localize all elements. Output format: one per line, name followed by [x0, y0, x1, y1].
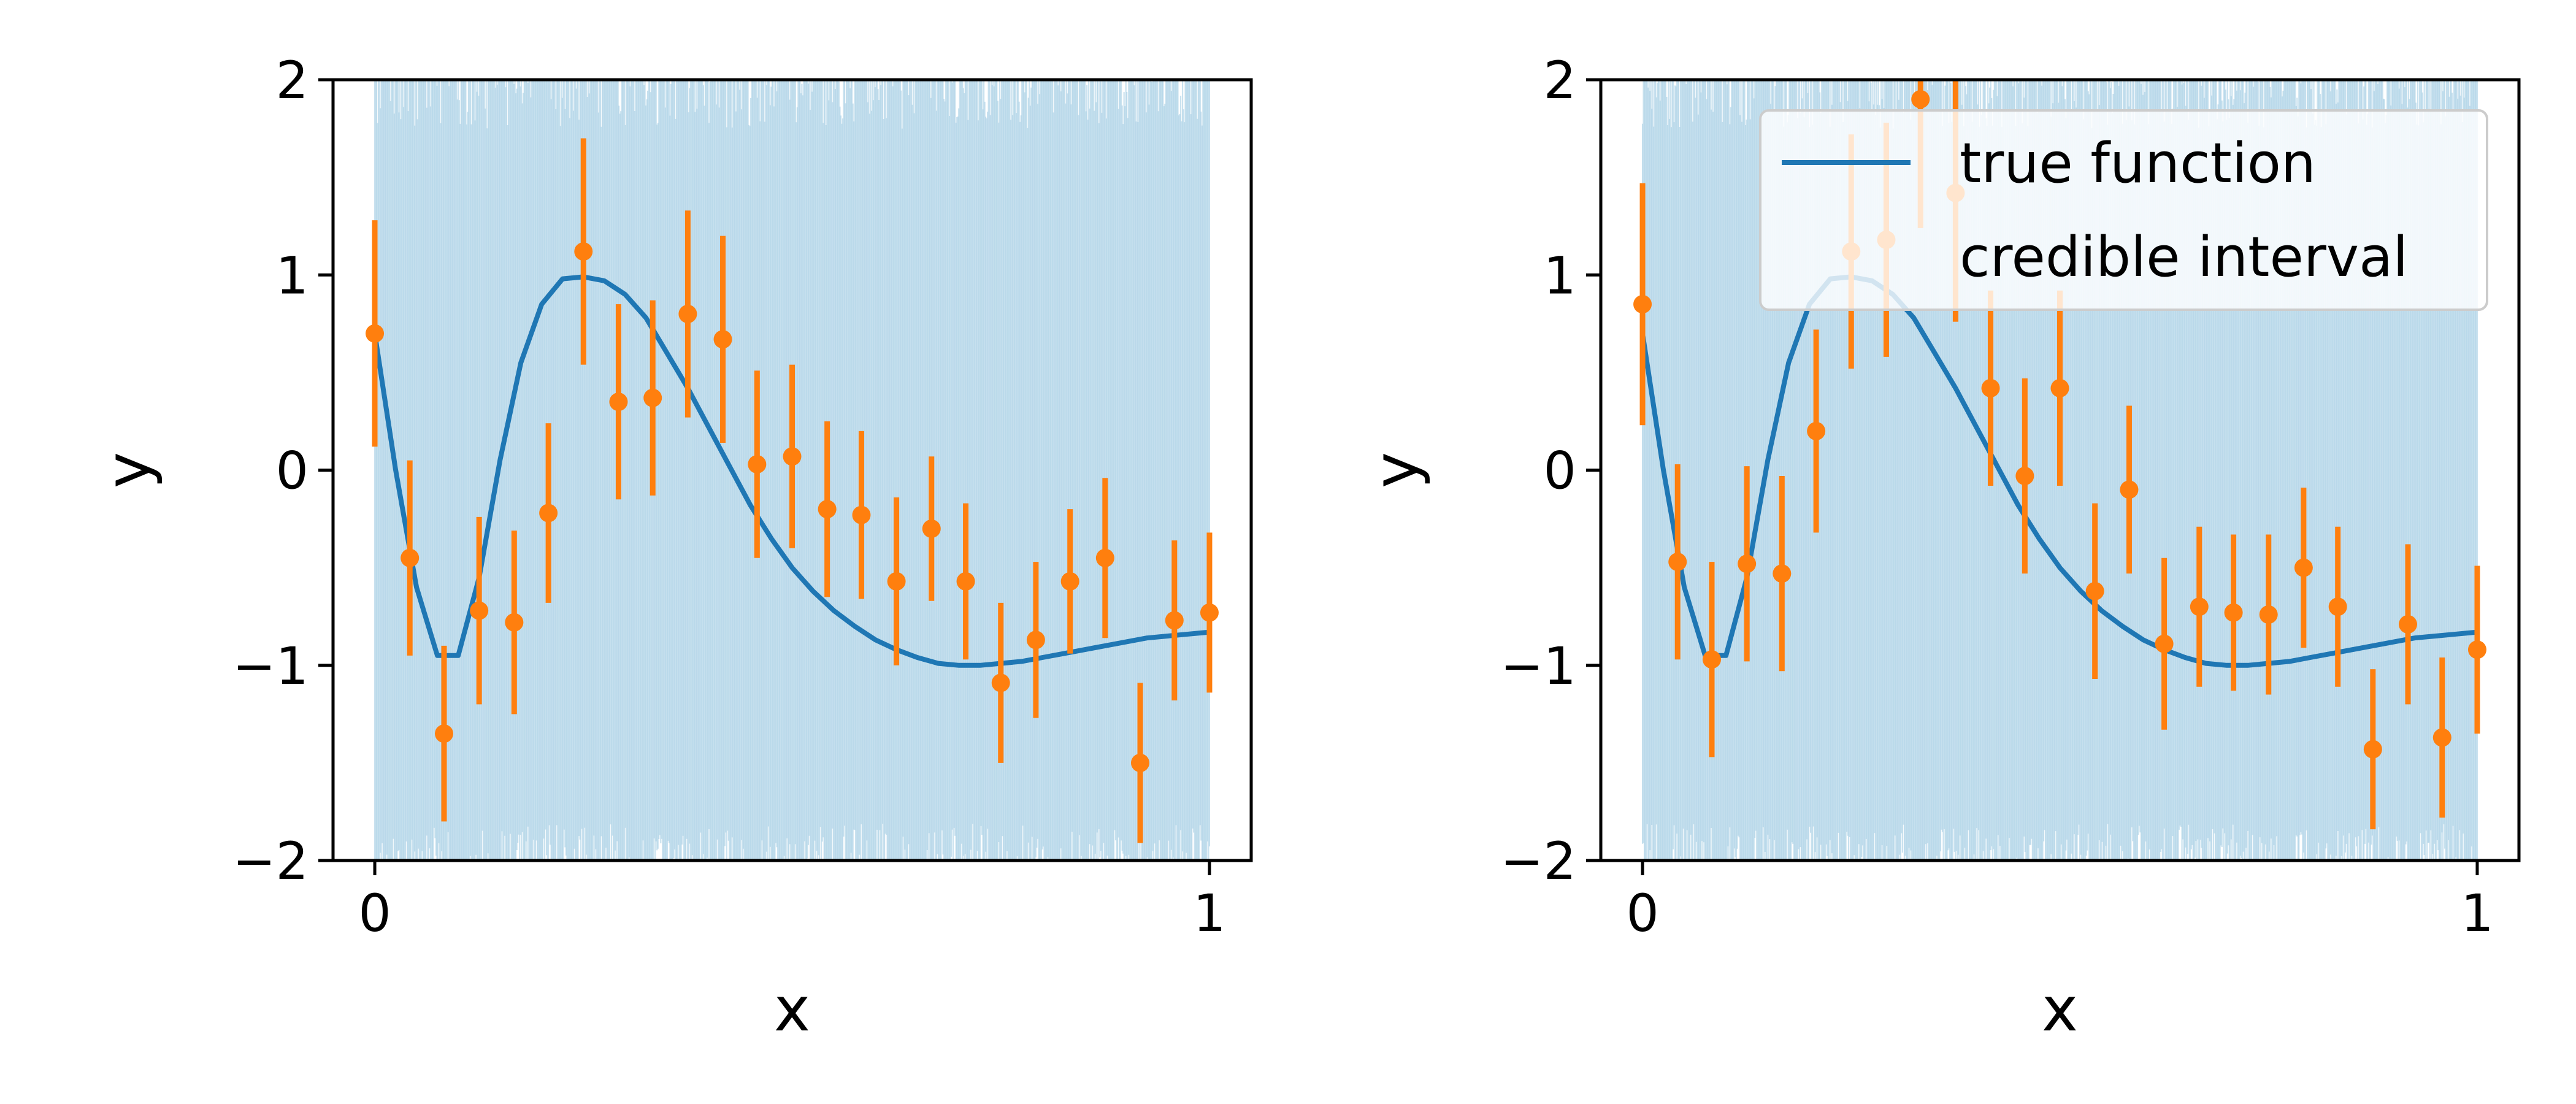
- chart-panel-1: −2 −1 0 1 2 0 1 x y: [92, 0, 1276, 1104]
- data-point: [1633, 294, 1652, 313]
- observation-points: [366, 138, 1219, 843]
- data-point: [713, 330, 732, 349]
- legend: true function credible interval: [1759, 109, 2488, 311]
- legend-entry-label: credible interval: [1960, 225, 2408, 289]
- data-point: [2224, 603, 2243, 622]
- data-point: [643, 388, 662, 407]
- y-axis-label: y: [1360, 452, 1432, 488]
- y-tick-label: 1: [276, 245, 309, 305]
- y-axis-label: y: [92, 452, 164, 488]
- data-point: [1165, 611, 1184, 630]
- mask-bottom: [309, 861, 1276, 1104]
- data-point: [2363, 740, 2382, 759]
- legend-box: [1759, 109, 2488, 311]
- x-axis-label: x: [774, 973, 810, 1045]
- data-point: [1911, 90, 1930, 109]
- data-point: [2015, 467, 2034, 486]
- data-point: [2155, 634, 2174, 653]
- data-point: [1703, 650, 1722, 669]
- data-point: [1200, 603, 1219, 622]
- x-tick-label: 0: [358, 883, 391, 943]
- data-point: [2190, 597, 2209, 616]
- x-axis-label: x: [2042, 973, 2078, 1045]
- mask-top: [1576, 0, 2543, 80]
- data-point: [2085, 581, 2104, 600]
- data-point: [818, 500, 837, 519]
- data-point: [1130, 753, 1149, 772]
- data-point: [2432, 728, 2451, 747]
- data-point: [1981, 378, 2000, 397]
- chart-panel-2: −2 −1 0 1 2 0 1 x y true function credible interva…: [1360, 0, 2543, 1104]
- data-point: [2120, 480, 2139, 499]
- data-point: [678, 304, 697, 323]
- data-point: [1095, 548, 1114, 567]
- x-tick-label: 1: [1193, 883, 1225, 943]
- data-point: [1060, 572, 1079, 591]
- data-point: [1807, 421, 1826, 440]
- data-point: [435, 724, 454, 743]
- data-point: [2050, 378, 2069, 397]
- data-point: [539, 504, 558, 523]
- data-point: [956, 572, 975, 591]
- y-tick-label: −1: [232, 636, 309, 696]
- x-tick-label: 0: [1626, 883, 1658, 943]
- data-point: [401, 548, 420, 567]
- mask-bottom: [1576, 861, 2543, 1104]
- data-point: [852, 505, 871, 524]
- y-tick-label: 0: [276, 441, 309, 501]
- data-point: [366, 324, 385, 343]
- data-point: [748, 454, 767, 473]
- data-point: [887, 572, 906, 591]
- data-point: [574, 242, 593, 261]
- data-point: [1668, 553, 1687, 572]
- data-point: [2294, 558, 2313, 577]
- data-point: [991, 673, 1010, 692]
- data-point: [2398, 615, 2417, 634]
- data-point: [1738, 554, 1757, 573]
- data-point: [470, 601, 489, 620]
- y-tick-label: 0: [1544, 441, 1576, 501]
- data-point: [1773, 564, 1792, 583]
- data-point: [2467, 640, 2486, 659]
- y-tick-label: 1: [1544, 245, 1576, 305]
- data-point: [2259, 605, 2278, 624]
- data-point: [922, 519, 941, 538]
- mask-top: [309, 0, 1276, 80]
- credible-interval-band: [374, 80, 1211, 861]
- y-tick-label: −2: [232, 831, 309, 891]
- x-tick-label: 1: [2461, 883, 2493, 943]
- data-point: [2328, 597, 2347, 616]
- legend-band-swatch: [1782, 239, 1911, 276]
- data-point: [505, 613, 524, 632]
- y-tick-label: −2: [1500, 831, 1576, 891]
- data-point: [783, 447, 802, 466]
- legend-entry-label: true function: [1960, 131, 2316, 196]
- data-point: [1026, 631, 1045, 650]
- y-tick-label: 2: [276, 50, 309, 110]
- y-tick-label: 2: [1544, 50, 1576, 110]
- data-point: [609, 393, 628, 412]
- y-tick-label: −1: [1500, 636, 1576, 696]
